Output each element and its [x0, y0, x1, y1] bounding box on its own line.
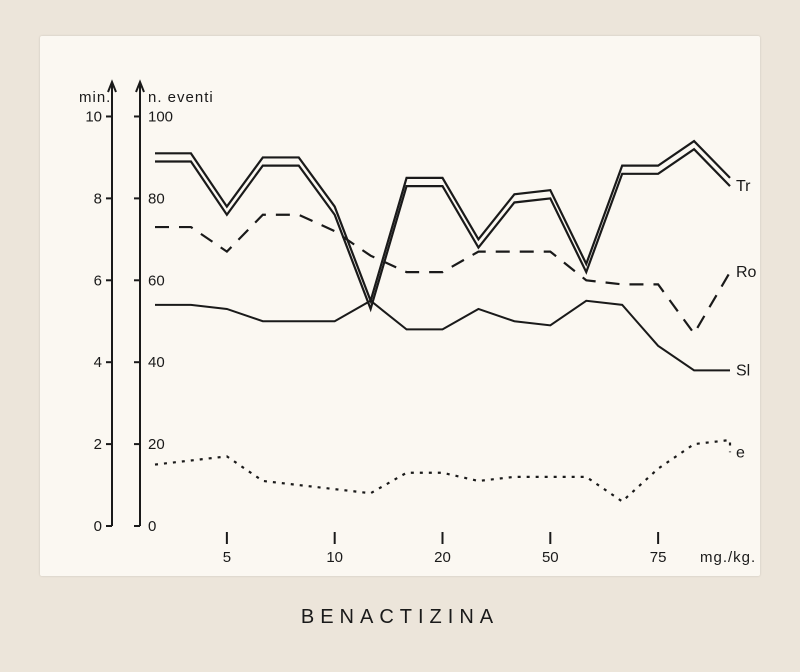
- x-tick: 20: [434, 549, 451, 566]
- x-axis-label: mg./kg. sc.: [700, 549, 760, 566]
- y-tick-eventi: 100: [148, 108, 173, 125]
- y-tick-min: 8: [94, 190, 102, 207]
- series-Sl: [155, 301, 730, 371]
- x-tick: 50: [542, 549, 559, 566]
- x-tick: 5: [223, 549, 231, 566]
- y-axis-eventi-label: n. eventi: [148, 89, 214, 106]
- series-Tr_outer: [155, 141, 730, 301]
- y-tick-eventi: 40: [148, 354, 165, 371]
- y-tick-eventi: 80: [148, 190, 165, 207]
- y-tick-eventi: 20: [148, 436, 165, 453]
- series-label-Tr: Tr: [736, 178, 751, 195]
- y-tick-min: 0: [94, 518, 102, 535]
- y-axis-min-label: min.: [79, 89, 111, 106]
- series-label-e: e: [736, 444, 745, 461]
- y-tick-min: 6: [94, 272, 102, 289]
- page-root: min.n. eventi024681002040608010051020507…: [0, 0, 800, 672]
- x-tick: 75: [650, 549, 667, 566]
- y-tick-min: 10: [85, 108, 102, 125]
- y-tick-eventi: 60: [148, 272, 165, 289]
- chart-frame: min.n. eventi024681002040608010051020507…: [40, 36, 760, 576]
- chart-svg: min.n. eventi024681002040608010051020507…: [40, 36, 760, 576]
- y-tick-eventi: 0: [148, 518, 156, 535]
- y-tick-min: 2: [94, 436, 102, 453]
- series-e: [155, 440, 730, 501]
- series-label-Ro: Ro: [736, 264, 757, 281]
- chart-title: BENACTIZINA: [0, 606, 800, 629]
- x-tick: 10: [326, 549, 343, 566]
- series-Tr: [155, 149, 730, 309]
- series-Ro: [155, 215, 730, 334]
- series-label-Sl: Sl: [736, 362, 750, 379]
- y-tick-min: 4: [94, 354, 102, 371]
